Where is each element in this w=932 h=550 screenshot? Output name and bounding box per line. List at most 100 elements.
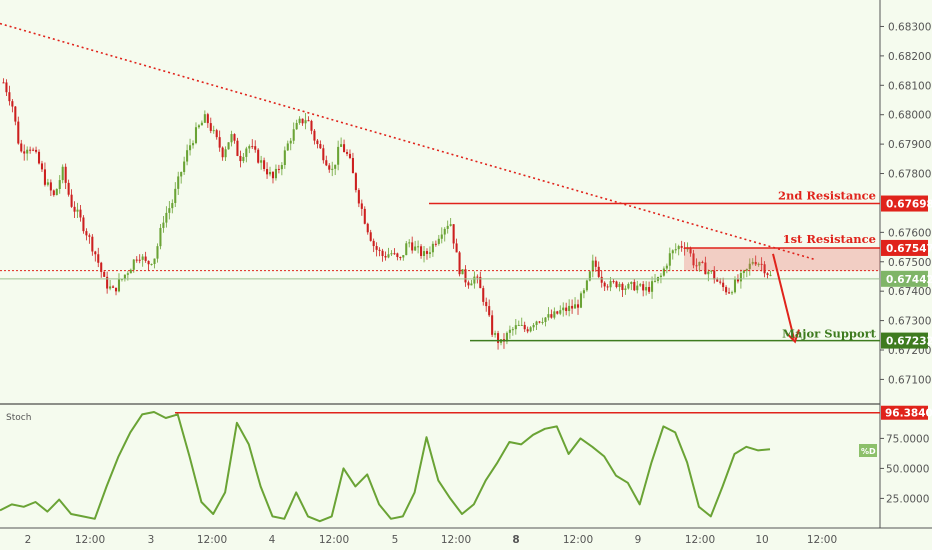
candle-body xyxy=(375,246,378,250)
candle-body xyxy=(556,311,559,314)
candle-body xyxy=(162,222,165,228)
candle-body xyxy=(399,257,402,259)
candle-body xyxy=(268,171,272,175)
candle-body xyxy=(233,134,236,141)
candle-body xyxy=(538,321,541,323)
candle-body xyxy=(112,286,115,288)
candle-body xyxy=(206,114,209,124)
candle-body xyxy=(26,149,29,154)
candle-body xyxy=(141,256,144,260)
price-tick-label: 0.67400 xyxy=(888,286,931,298)
candle-body xyxy=(114,287,118,292)
candle-body xyxy=(443,228,446,235)
price-panel xyxy=(0,22,880,350)
candle-body xyxy=(239,155,242,162)
candle-body xyxy=(280,165,283,170)
candle-body xyxy=(61,166,64,181)
candle-body xyxy=(414,246,417,251)
axes: 0.68300 0.68200 0.68100 0.68000 0.67900 0.678… xyxy=(25,21,932,546)
candle-body xyxy=(505,332,508,342)
candle-body xyxy=(289,140,292,144)
candle-body xyxy=(757,263,760,265)
candle-body xyxy=(194,127,198,144)
second-resistance-label: 2nd Resistance xyxy=(778,189,876,203)
candle-body xyxy=(100,262,103,272)
time-tick-label: 9 xyxy=(635,534,642,546)
candle-body xyxy=(354,173,357,191)
candle-body xyxy=(257,149,260,163)
candle-body xyxy=(612,281,615,283)
candle-body xyxy=(120,278,123,280)
annotations: 2nd Resistance 1st Resistance Major Suppor… xyxy=(778,189,877,341)
candle-body xyxy=(535,321,538,325)
time-tick-label: 12:00 xyxy=(75,534,105,546)
candle-body xyxy=(67,182,70,195)
candle-body xyxy=(417,246,420,248)
current-price-tag: 0.67442 xyxy=(886,274,932,286)
candle-body xyxy=(458,252,461,275)
candle-body xyxy=(165,212,168,223)
candle-body xyxy=(588,271,591,281)
candle-body xyxy=(713,270,716,280)
candle-body xyxy=(677,246,680,250)
candle-body xyxy=(553,311,556,318)
candle-body xyxy=(8,92,11,102)
price-tick-label: 0.68300 xyxy=(888,21,931,33)
candle-body xyxy=(470,283,473,286)
candle-body xyxy=(485,301,488,307)
candle-body xyxy=(94,251,97,255)
candle-body xyxy=(745,268,748,271)
candle-body xyxy=(494,333,497,335)
candle-body xyxy=(600,276,603,283)
candle-body xyxy=(218,137,221,148)
candle-body xyxy=(135,259,138,261)
candle-body xyxy=(701,261,704,263)
candle-body xyxy=(117,279,121,292)
candle-body xyxy=(97,254,100,263)
candle-body xyxy=(251,146,254,148)
candle-body xyxy=(316,140,319,145)
candle-body xyxy=(422,251,426,256)
candle-body xyxy=(674,249,677,251)
major-support-label: Major Support xyxy=(782,327,877,341)
candle-body xyxy=(153,258,156,264)
candle-body xyxy=(733,279,737,293)
candle-body xyxy=(37,151,41,164)
candle-body xyxy=(183,161,186,172)
candle-body xyxy=(298,118,301,123)
second-resistance-price-tag: 0.67698 xyxy=(886,199,932,211)
candle-body xyxy=(411,242,414,251)
candle-body xyxy=(357,190,360,204)
candle-body xyxy=(739,273,742,282)
candle-body xyxy=(307,120,310,122)
candle-body xyxy=(88,235,91,237)
candle-body xyxy=(461,269,464,275)
candle-body xyxy=(337,146,340,165)
candle-body xyxy=(402,255,405,258)
candle-body xyxy=(52,190,55,196)
candle-body xyxy=(345,152,349,154)
candle-body xyxy=(615,281,618,288)
candle-body xyxy=(174,188,177,204)
candle-body xyxy=(387,254,390,258)
candle-body xyxy=(645,287,648,291)
candle-body xyxy=(514,325,517,330)
candle-body xyxy=(440,234,443,239)
candle-body xyxy=(405,243,408,256)
candle-body xyxy=(215,130,218,138)
candle-body xyxy=(64,166,67,183)
candle-body xyxy=(659,275,662,277)
candle-body xyxy=(648,287,651,292)
candle-body xyxy=(274,168,277,179)
candle-body xyxy=(523,324,526,330)
candle-body xyxy=(212,130,215,132)
candle-body xyxy=(769,274,772,276)
candle-body xyxy=(606,286,609,288)
candle-body xyxy=(719,281,722,283)
candle-body xyxy=(203,114,206,123)
candle-body xyxy=(574,304,577,309)
candle-body xyxy=(467,282,470,286)
candle-body xyxy=(526,329,529,332)
candle-body xyxy=(511,329,514,331)
